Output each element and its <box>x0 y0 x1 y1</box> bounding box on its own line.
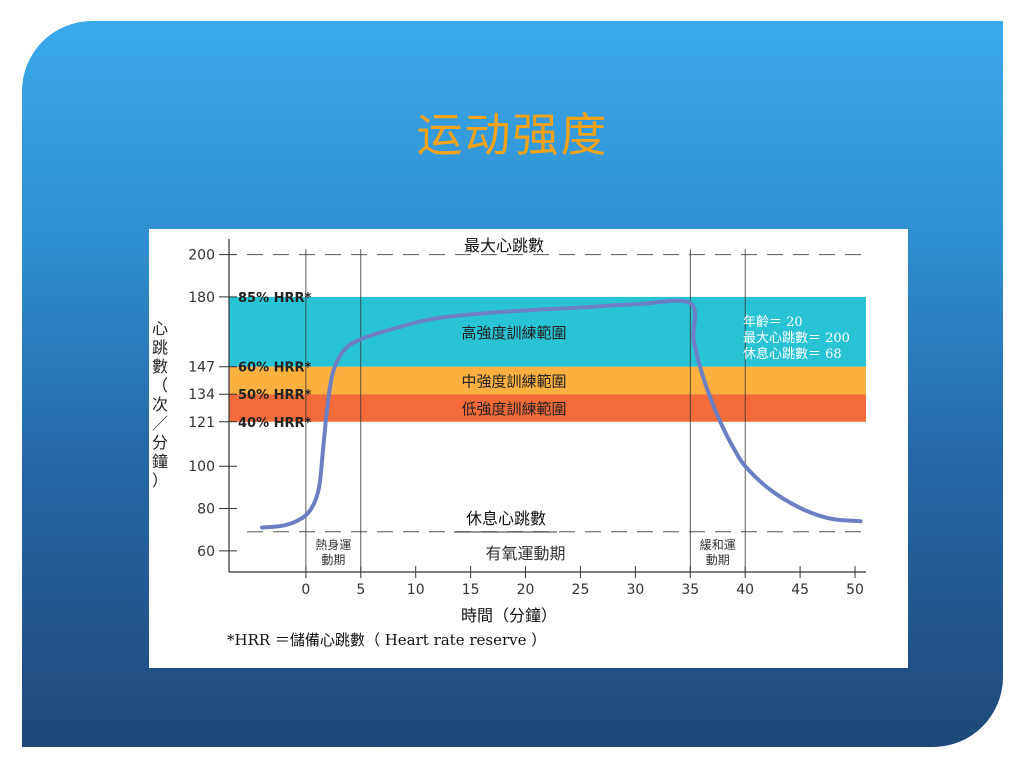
slide-background: 运动强度 高強度訓練範圍 中強度訓練範圍 低強度訓練範圍 60 80 100 121 134… <box>22 21 1003 747</box>
y-axis-label-char: ） <box>152 471 168 490</box>
chart-title: 最大心跳數 <box>464 236 544 255</box>
phase-label-3: 緩和運 <box>700 538 736 552</box>
y-axis-label-char: 心 <box>152 319 168 338</box>
y-axis-label-char: 鐘 <box>152 452 168 471</box>
footnote: *HRR ＝儲備心跳數（ Heart rate reserve ） <box>227 631 546 649</box>
y-axis-label-char: 數 <box>152 357 168 376</box>
info-line-3: 休息心跳數＝ 68 <box>743 346 842 362</box>
x-tick-label: 50 <box>846 582 864 598</box>
zone-label-3: 低強度訓練範圍 <box>461 400 566 418</box>
x-tick-label: 30 <box>626 582 644 598</box>
phase-label-2: 有氧運動期 <box>486 544 566 563</box>
hrr-label: 40% HRR* <box>238 416 312 431</box>
chart-card: 高強度訓練範圍 中強度訓練範圍 低強度訓練範圍 60 80 100 121 134 147 18… <box>149 229 908 668</box>
x-tick-label: 40 <box>736 582 754 598</box>
zone-band-3 <box>229 394 866 422</box>
y-tick-label: 80 <box>197 502 215 518</box>
y-axis-label-char: ／ <box>152 414 168 433</box>
y-tick-label: 100 <box>188 459 215 475</box>
rest-hr-label: 休息心跳數 <box>466 509 546 528</box>
phase-label-1: 動期 <box>321 553 345 567</box>
hrr-label: 50% HRR* <box>238 388 312 403</box>
y-axis-label-char: （ <box>152 376 168 395</box>
y-axis-label-char: 次 <box>152 395 168 414</box>
zone-label-2: 中強度訓練範圍 <box>461 372 566 390</box>
y-axis-label: 心跳數（次／分鐘） <box>152 319 168 490</box>
phase-label-1: 熱身運 <box>315 537 351 552</box>
x-tick-label: 35 <box>681 582 699 598</box>
x-axis-label: 時間（分鐘） <box>461 606 557 625</box>
x-tick-label: 20 <box>517 582 535 598</box>
y-tick-label: 180 <box>188 290 215 306</box>
x-tick-label: 25 <box>572 582 590 598</box>
info-line-1: 年齡＝ 20 <box>743 315 803 330</box>
y-tick-label: 200 <box>188 248 215 264</box>
hrr-label: 85% HRR* <box>238 291 312 306</box>
info-line-2: 最大心跳數＝ 200 <box>743 331 850 346</box>
y-tick-label: 147 <box>188 360 215 376</box>
y-axis-label-char: 跳 <box>152 338 168 357</box>
heart-rate-curve-1 <box>259 298 863 530</box>
x-tick-label: 15 <box>462 582 480 598</box>
y-tick-label: 121 <box>188 415 215 431</box>
zone-label-1: 高強度訓練範圍 <box>461 324 566 342</box>
x-tick-label: 5 <box>356 582 365 598</box>
phase-label-3: 動期 <box>706 553 730 567</box>
x-tick-label: 45 <box>791 582 809 598</box>
y-tick-label: 134 <box>188 387 215 403</box>
y-axis-label-char: 分 <box>152 433 168 452</box>
slide-title: 运动强度 <box>416 108 609 162</box>
x-tick-label: 0 <box>301 582 310 598</box>
y-tick-label: 60 <box>197 544 215 560</box>
x-tick-label: 10 <box>407 582 425 598</box>
hrr-label: 60% HRR* <box>238 361 312 376</box>
